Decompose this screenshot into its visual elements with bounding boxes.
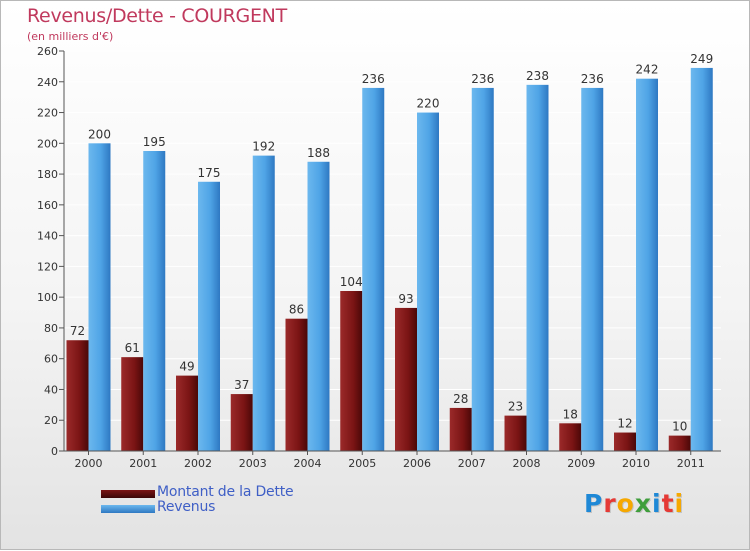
revenue-value-label-2010: 242: [636, 63, 659, 77]
x-tick-label-2008: 2008: [513, 457, 541, 470]
debt-value-label-2002: 49: [179, 360, 194, 374]
debt-bar-2010: [614, 432, 636, 451]
debt-bar-2002: [176, 375, 198, 451]
revenue-value-label-2003: 192: [252, 140, 275, 154]
y-tick-label: 140: [37, 230, 58, 243]
y-tick-label: 240: [37, 76, 58, 89]
x-tick-label-2009: 2009: [567, 457, 595, 470]
y-tick-label: 0: [51, 445, 58, 458]
debt-bar-2004: [285, 318, 308, 451]
logo-letter: r: [603, 489, 617, 518]
legend-label-revenue: Revenus: [157, 499, 216, 515]
y-tick-label: 80: [44, 322, 58, 335]
revenue-bar-2008: [526, 84, 549, 451]
revenue-bar-2010: [636, 78, 658, 451]
debt-value-label-2010: 12: [617, 417, 632, 431]
legend-label-debt: Montant de la Dette: [157, 484, 294, 500]
logo-letter: i: [674, 489, 685, 518]
x-tick-label-2011: 2011: [677, 457, 705, 470]
debt-value-label-2009: 18: [563, 407, 578, 421]
y-tick-label: 40: [44, 383, 58, 396]
revenue-bar-2005: [362, 87, 385, 451]
debt-value-label-2004: 86: [289, 303, 304, 317]
debt-bar-2011: [668, 435, 691, 451]
debt-value-label-2003: 37: [234, 378, 249, 392]
revenue-value-label-2005: 236: [362, 72, 385, 86]
revenue-bar-2007: [471, 87, 494, 451]
revenue-value-label-2007: 236: [471, 72, 494, 86]
revenue-bar-2003: [252, 155, 275, 451]
revenue-value-label-2004: 188: [307, 146, 330, 160]
x-tick-label-2003: 2003: [239, 457, 267, 470]
revenue-value-label-2001: 195: [143, 135, 166, 149]
logo-letter: i: [652, 489, 662, 518]
debt-bar-2000: [66, 340, 89, 451]
debt-bar-2006: [395, 307, 417, 451]
logo-letter: P: [584, 489, 604, 518]
y-tick-label: 220: [37, 107, 58, 120]
revenue-value-label-2008: 238: [526, 69, 549, 83]
x-tick-label-2006: 2006: [403, 457, 431, 470]
debt-bar-2001: [121, 357, 144, 451]
debt-bar-2009: [559, 423, 582, 451]
logo-letter: o: [616, 489, 635, 518]
revenue-swatch-icon: [101, 505, 155, 513]
y-tick-label: 180: [37, 168, 58, 181]
y-tick-label: 20: [44, 414, 58, 427]
revenue-bar-2001: [143, 151, 166, 451]
revenue-value-label-2000: 200: [88, 127, 111, 141]
debt-value-label-2007: 28: [453, 392, 468, 406]
x-tick-label-2001: 2001: [129, 457, 157, 470]
debt-bar-2007: [449, 407, 472, 451]
debt-bar-2005: [340, 291, 363, 451]
logo-letter: t: [661, 489, 675, 518]
x-tick-label-2000: 2000: [75, 457, 103, 470]
revenue-value-label-2002: 175: [198, 166, 221, 180]
y-axis: 0 20 40 60 80 100 120 140 160 180 200 220 240 260: [37, 45, 65, 458]
debt-value-label-2008: 23: [508, 400, 523, 414]
y-tick-label: 100: [37, 291, 58, 304]
y-tick-label: 160: [37, 199, 58, 212]
grid-lines: [64, 50, 721, 452]
debt-value-label-2000: 72: [70, 324, 85, 338]
x-tick-label-2004: 2004: [294, 457, 322, 470]
revenue-value-label-2011: 249: [690, 52, 713, 66]
y-tick-label: 120: [37, 260, 58, 273]
chart-subtitle: (en milliers d'€): [27, 30, 114, 43]
revenue-bar-2004: [307, 161, 330, 451]
debt-value-label-2005: 104: [340, 275, 363, 289]
logo-letter: x: [634, 489, 652, 518]
revenue-bar-2006: [417, 112, 439, 452]
debt-bar-2003: [230, 394, 253, 451]
revenue-bar-2002: [198, 181, 220, 451]
y-tick-label: 60: [44, 353, 58, 366]
revenue-bar-2011: [690, 67, 713, 451]
debt-value-label-2006: 93: [398, 292, 413, 306]
debt-value-label-2001: 61: [125, 341, 140, 355]
proxiti-logo: Proxiti: [584, 489, 684, 518]
x-tick-label-2010: 2010: [622, 457, 650, 470]
x-axis: 2000 2001 2002 2003 2004 2005 2006 2007 2008 2009…: [64, 450, 721, 470]
x-tick-label-2005: 2005: [348, 457, 376, 470]
chart-title: Revenus/Dette - COURGENT: [27, 5, 287, 27]
revenue-bar-2000: [88, 143, 111, 452]
x-tick-label-2007: 2007: [458, 457, 486, 470]
debt-bar-2008: [504, 415, 527, 451]
debt-swatch-icon: [101, 490, 155, 498]
revenue-value-label-2006: 220: [417, 97, 440, 111]
y-tick-label: 260: [37, 45, 58, 58]
x-tick-label-2002: 2002: [184, 457, 212, 470]
revenue-bar-2009: [581, 87, 604, 451]
y-tick-label: 200: [37, 137, 58, 150]
revenue-value-label-2009: 236: [581, 72, 604, 86]
debt-value-label-2011: 10: [672, 420, 687, 434]
bars: 72 200 61 195 49 175 37 192 86 188 104 236 93 220 28 23…: [66, 52, 713, 452]
